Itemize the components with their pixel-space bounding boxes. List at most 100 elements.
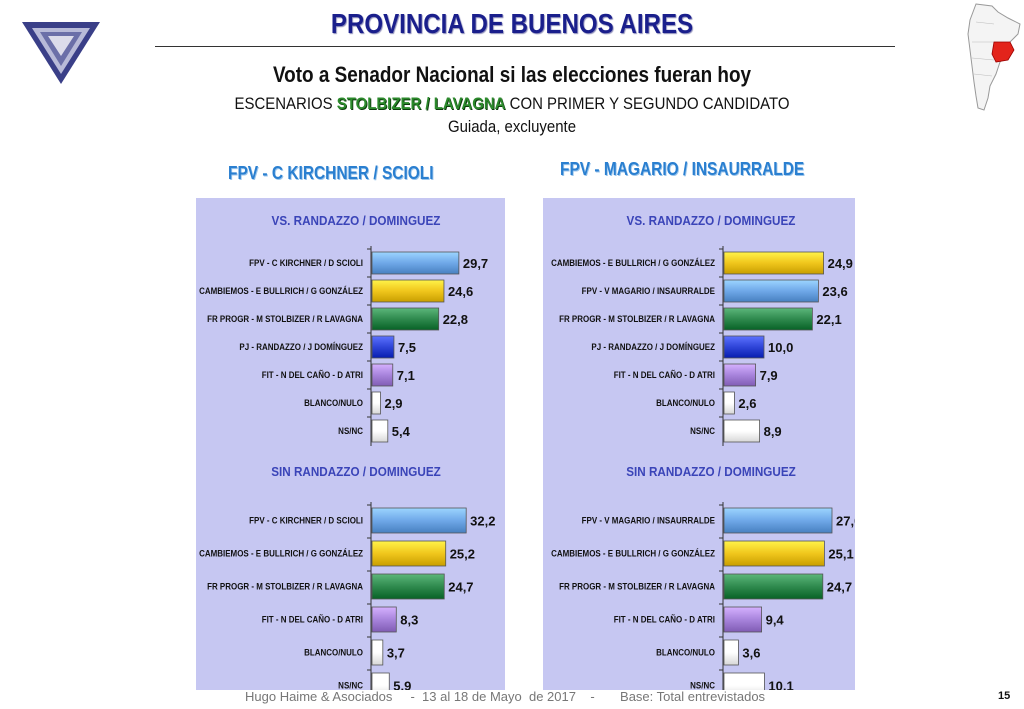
value-label: 5,4 bbox=[392, 424, 411, 439]
category-label: CAMBIEMOS - E BULLRICH / G GONZÁLEZ bbox=[199, 285, 363, 296]
value-label: 3,6 bbox=[742, 646, 760, 661]
category-label: FR PROGR - M STOLBIZER / R LAVAGNA bbox=[559, 581, 716, 592]
category-label: FR PROGR - M STOLBIZER / R LAVAGNA bbox=[207, 313, 364, 324]
category-label: FIT - N DEL CAÑO - D ATRI bbox=[614, 614, 715, 625]
chart-title: SIN RANDAZZO / DOMINGUEZ bbox=[626, 464, 796, 479]
value-label: 5,9 bbox=[393, 679, 411, 691]
value-label: 10,1 bbox=[768, 679, 793, 691]
category-label: BLANCO/NULO bbox=[304, 397, 363, 408]
guided-note: Guiada, excluyente bbox=[447, 117, 577, 136]
chart-title: SIN RANDAZZO / DOMINGUEZ bbox=[271, 464, 441, 479]
value-label: 25,1 bbox=[828, 547, 853, 562]
value-label: 7,5 bbox=[398, 340, 416, 355]
category-label: FPV - C KIRCHNER / D SCIOLI bbox=[249, 515, 363, 526]
value-label: 2,6 bbox=[738, 396, 756, 411]
bar-frente bbox=[723, 573, 824, 600]
category-label: FIT - N DEL CAÑO - D ATRI bbox=[262, 614, 363, 625]
category-label: NS/NC bbox=[690, 680, 715, 690]
bar-fpv bbox=[723, 279, 819, 303]
bar-cambiemos bbox=[723, 251, 824, 275]
scenario-prefix: ESCENARIOS bbox=[234, 94, 337, 113]
value-label: 29,7 bbox=[463, 256, 488, 271]
value-label: 32,2 bbox=[470, 514, 495, 529]
scenario-highlight: STOLBIZER / LAVAGNA bbox=[336, 94, 506, 113]
value-label: 7,9 bbox=[760, 368, 778, 383]
value-label: 27,0 bbox=[836, 514, 855, 529]
category-label: BLANCO/NULO bbox=[656, 647, 715, 658]
category-label: FPV - V MAGARIO / INSAURRALDE bbox=[582, 285, 715, 296]
argentina-map-icon bbox=[967, 3, 1021, 111]
value-label: 3,7 bbox=[387, 646, 405, 661]
bar-blanco bbox=[371, 391, 381, 415]
bar-fit bbox=[371, 606, 397, 633]
category-label: FIT - N DEL CAÑO - D ATRI bbox=[614, 369, 715, 380]
column-title-right: FPV - MAGARIO / INSAURRALDE bbox=[560, 159, 805, 179]
value-label: 22,8 bbox=[443, 312, 468, 327]
page-number: 15 bbox=[998, 690, 1011, 702]
value-label: 9,4 bbox=[766, 613, 785, 628]
category-label: CAMBIEMOS - E BULLRICH / G GONZÁLEZ bbox=[551, 548, 715, 559]
category-label: FPV - V MAGARIO / INSAURRALDE bbox=[582, 515, 715, 526]
bar-nsnc bbox=[371, 419, 389, 443]
category-label: FR PROGR - M STOLBIZER / R LAVAGNA bbox=[559, 313, 716, 324]
chart-vs-randazzo-left: VS. RANDAZZO / DOMINGUEZ FPV - C KIRCHNER… bbox=[199, 213, 488, 446]
bar-fit bbox=[371, 363, 394, 387]
bar-fit bbox=[723, 606, 762, 633]
bar-cambiemos bbox=[371, 540, 447, 567]
chart-vs-randazzo-right: VS. RANDAZZO / DOMINGUEZ CAMBIEMOS - E BU… bbox=[551, 213, 853, 446]
value-label: 24,7 bbox=[448, 580, 473, 595]
bar-pj bbox=[371, 335, 395, 359]
bar-fpv bbox=[723, 507, 833, 534]
footer-source: Hugo Haime & Asociados - 13 al 18 de May… bbox=[245, 689, 766, 704]
bar-blanco bbox=[371, 639, 384, 666]
chart-panel-left: VS. RANDAZZO / DOMINGUEZ FPV - C KIRCHNER… bbox=[196, 198, 505, 690]
category-label: FR PROGR - M STOLBIZER / R LAVAGNA bbox=[207, 581, 364, 592]
chart-sin-randazzo-right: SIN RANDAZZO / DOMINGUEZ FPV - V MAGARIO … bbox=[551, 464, 855, 691]
bar-pj bbox=[723, 335, 765, 359]
category-label: PJ - RANDAZZO / J DOMÍNGUEZ bbox=[239, 341, 363, 352]
value-label: 10,0 bbox=[768, 340, 793, 355]
bar-cambiemos bbox=[723, 540, 825, 567]
category-label: CAMBIEMOS - E BULLRICH / G GONZÁLEZ bbox=[199, 548, 363, 559]
value-label: 8,3 bbox=[400, 613, 418, 628]
value-label: 8,9 bbox=[764, 424, 782, 439]
value-label: 2,9 bbox=[384, 396, 402, 411]
category-label: NS/NC bbox=[338, 680, 363, 690]
bar-frente bbox=[723, 307, 813, 331]
bar-frente bbox=[371, 573, 445, 600]
category-label: NS/NC bbox=[690, 425, 715, 436]
chart-title: VS. RANDAZZO / DOMINGUEZ bbox=[272, 213, 441, 228]
value-label: 25,2 bbox=[450, 547, 475, 562]
category-label: FPV - C KIRCHNER / D SCIOLI bbox=[249, 257, 363, 268]
value-label: 22,1 bbox=[816, 312, 841, 327]
logo-triangle-icon bbox=[22, 22, 100, 84]
bar-fpv bbox=[371, 251, 460, 275]
category-label: CAMBIEMOS - E BULLRICH / G GONZÁLEZ bbox=[551, 257, 715, 268]
category-label: NS/NC bbox=[338, 425, 363, 436]
category-label: BLANCO/NULO bbox=[656, 397, 715, 408]
value-label: 7,1 bbox=[397, 368, 415, 383]
bar-frente bbox=[371, 307, 440, 331]
bar-nsnc bbox=[371, 672, 390, 690]
page-subtitle: Voto a Senador Nacional si las eleccione… bbox=[272, 62, 752, 87]
bar-nsnc bbox=[723, 672, 765, 690]
scenario-line: ESCENARIOS STOLBIZER / LAVAGNA CON PRIME… bbox=[61, 94, 962, 114]
bar-fit bbox=[723, 363, 757, 387]
chart-sin-randazzo-left: SIN RANDAZZO / DOMINGUEZ FPV - C KIRCHNER… bbox=[199, 464, 495, 691]
column-title-left: FPV - C KIRCHNER / SCIOLI bbox=[228, 163, 434, 183]
page-title: PROVINCIA DE BUENOS AIRES bbox=[330, 8, 694, 39]
chart-panel-right: VS. RANDAZZO / DOMINGUEZ CAMBIEMOS - E BU… bbox=[543, 198, 855, 690]
bar-blanco bbox=[723, 639, 739, 666]
category-label: PJ - RANDAZZO / J DOMÍNGUEZ bbox=[591, 341, 715, 352]
bar-fpv bbox=[371, 507, 467, 534]
bar-blanco bbox=[723, 391, 735, 415]
value-label: 23,6 bbox=[822, 284, 847, 299]
category-label: BLANCO/NULO bbox=[304, 647, 363, 658]
chart-title: VS. RANDAZZO / DOMINGUEZ bbox=[627, 213, 796, 228]
title-divider bbox=[155, 46, 895, 47]
bar-nsnc bbox=[723, 419, 760, 443]
value-label: 24,6 bbox=[448, 284, 473, 299]
scenario-suffix: CON PRIMER Y SEGUNDO CANDIDATO bbox=[505, 94, 790, 113]
value-label: 24,7 bbox=[827, 580, 852, 595]
value-label: 24,9 bbox=[828, 256, 853, 271]
